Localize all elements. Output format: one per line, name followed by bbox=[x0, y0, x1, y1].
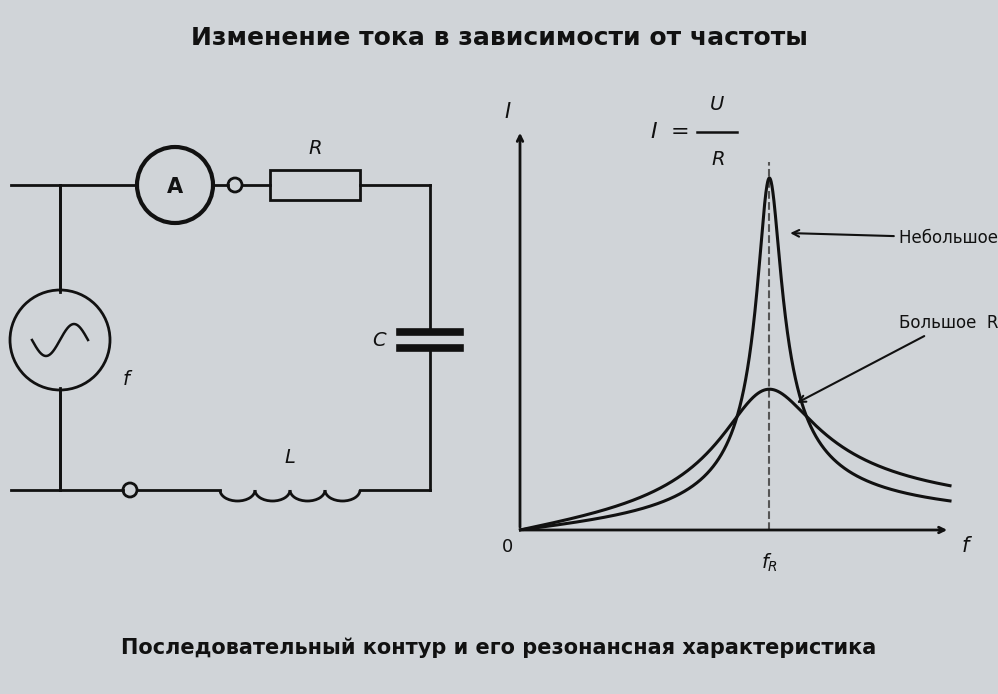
Text: $U$: $U$ bbox=[710, 95, 726, 114]
Text: I: I bbox=[505, 102, 511, 122]
Text: $f_R$: $f_R$ bbox=[760, 552, 777, 575]
FancyBboxPatch shape bbox=[270, 170, 360, 200]
Text: $I$  =: $I$ = bbox=[651, 122, 690, 142]
Text: C: C bbox=[372, 330, 386, 350]
Text: Изменение тока в зависимости от частоты: Изменение тока в зависимости от частоты bbox=[191, 26, 807, 50]
Circle shape bbox=[123, 483, 137, 497]
Text: $f$: $f$ bbox=[122, 370, 134, 389]
Text: Большое  R: Большое R bbox=[799, 314, 998, 402]
Text: 0: 0 bbox=[502, 538, 514, 556]
Text: L: L bbox=[284, 448, 295, 467]
Circle shape bbox=[228, 178, 242, 192]
Text: R: R bbox=[308, 139, 321, 158]
Circle shape bbox=[137, 147, 213, 223]
Text: A: A bbox=[167, 177, 183, 197]
Text: Небольшое  R: Небольшое R bbox=[792, 229, 998, 247]
Text: f: f bbox=[962, 536, 969, 556]
Text: Последовательный контур и его резонансная характеристика: Последовательный контур и его резонансна… bbox=[122, 638, 876, 658]
Text: $R$: $R$ bbox=[711, 150, 725, 169]
